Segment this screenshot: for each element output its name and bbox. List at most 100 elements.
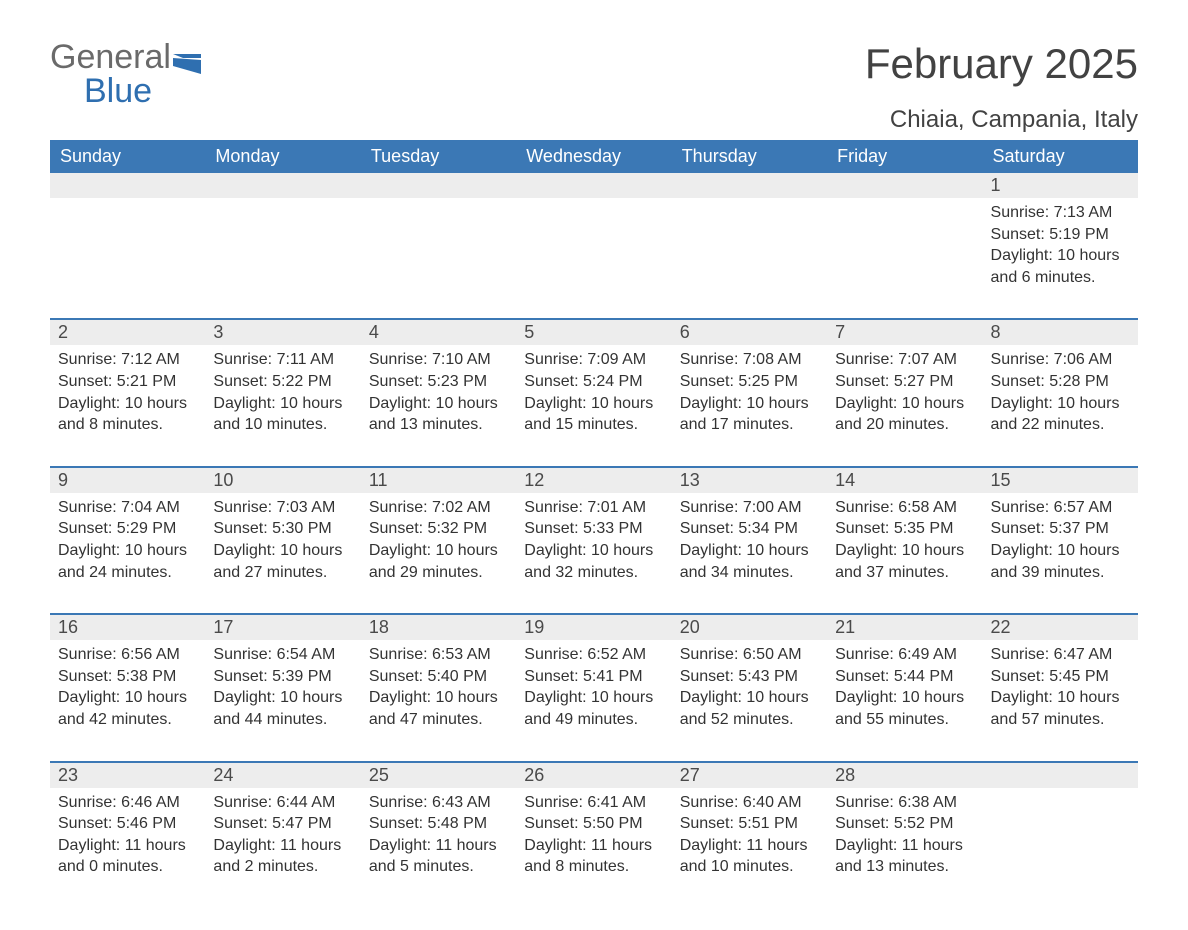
sunset-text: Sunset: 5:52 PM — [835, 813, 974, 835]
daylight-text: Daylight: 11 hours and 13 minutes. — [835, 835, 974, 878]
daylight-text: Daylight: 10 hours and 27 minutes. — [213, 540, 352, 583]
sunset-text: Sunset: 5:34 PM — [680, 518, 819, 540]
sunset-text: Sunset: 5:33 PM — [524, 518, 663, 540]
day-cell — [516, 173, 671, 300]
sunrise-text: Sunrise: 7:13 AM — [991, 202, 1130, 224]
sunset-text: Sunset: 5:50 PM — [524, 813, 663, 835]
sunrise-text: Sunrise: 6:58 AM — [835, 497, 974, 519]
day-number: 10 — [205, 468, 360, 493]
sunrise-text: Sunrise: 6:47 AM — [991, 644, 1130, 666]
day-number: 8 — [983, 320, 1138, 345]
sunrise-text: Sunrise: 7:06 AM — [991, 349, 1130, 371]
sunset-text: Sunset: 5:21 PM — [58, 371, 197, 393]
day-number — [50, 173, 205, 198]
day-info: Sunrise: 6:52 AMSunset: 5:41 PMDaylight:… — [524, 644, 663, 730]
day-number: 19 — [516, 615, 671, 640]
daylight-text: Daylight: 11 hours and 5 minutes. — [369, 835, 508, 878]
day-cell: 27 Sunrise: 6:40 AMSunset: 5:51 PMDayligh… — [672, 763, 827, 890]
daylight-text: Daylight: 10 hours and 34 minutes. — [680, 540, 819, 583]
sunrise-text: Sunrise: 6:46 AM — [58, 792, 197, 814]
day-number — [827, 173, 982, 198]
logo-word-general: General — [50, 38, 171, 76]
day-cell: 12Sunrise: 7:01 AMSunset: 5:33 PMDayligh… — [516, 468, 671, 595]
day-cell: 15Sunrise: 6:57 AMSunset: 5:37 PMDayligh… — [983, 468, 1138, 595]
sunset-text: Sunset: 5:44 PM — [835, 666, 974, 688]
day-number: 18 — [361, 615, 516, 640]
sunset-text: Sunset: 5:40 PM — [369, 666, 508, 688]
day-cell: 23 Sunrise: 6:46 AMSunset: 5:46 PMDayligh… — [50, 763, 205, 890]
day-info: Sunrise: 6:40 AMSunset: 5:51 PMDaylight:… — [680, 792, 819, 878]
sunset-text: Sunset: 5:35 PM — [835, 518, 974, 540]
sunset-text: Sunset: 5:39 PM — [213, 666, 352, 688]
day-info: Sunrise: 7:00 AMSunset: 5:34 PMDaylight:… — [680, 497, 819, 583]
day-info: Sunrise: 6:50 AMSunset: 5:43 PMDaylight:… — [680, 644, 819, 730]
logo-text-block: General Blue — [50, 40, 201, 108]
day-number: 6 — [672, 320, 827, 345]
sunset-text: Sunset: 5:51 PM — [680, 813, 819, 835]
day-cell: 17Sunrise: 6:54 AMSunset: 5:39 PMDayligh… — [205, 615, 360, 742]
day-number: 22 — [983, 615, 1138, 640]
sunrise-text: Sunrise: 6:38 AM — [835, 792, 974, 814]
sunset-text: Sunset: 5:28 PM — [991, 371, 1130, 393]
weekday-header: Friday — [827, 140, 982, 173]
day-number: 26 — [516, 763, 671, 788]
sunrise-text: Sunrise: 7:12 AM — [58, 349, 197, 371]
daylight-text: Daylight: 10 hours and 6 minutes. — [991, 245, 1130, 288]
page-title: February 2025 — [865, 40, 1138, 88]
day-number — [361, 173, 516, 198]
sunset-text: Sunset: 5:32 PM — [369, 518, 508, 540]
daylight-text: Daylight: 10 hours and 15 minutes. — [524, 393, 663, 436]
daylight-text: Daylight: 10 hours and 10 minutes. — [213, 393, 352, 436]
sunrise-text: Sunrise: 6:54 AM — [213, 644, 352, 666]
day-cell — [827, 173, 982, 300]
daylight-text: Daylight: 10 hours and 13 minutes. — [369, 393, 508, 436]
day-number: 9 — [50, 468, 205, 493]
day-cell: 22 Sunrise: 6:47 AMSunset: 5:45 PMDayligh… — [983, 615, 1138, 742]
day-info: Sunrise: 6:47 AMSunset: 5:45 PMDaylight:… — [991, 644, 1130, 730]
day-cell: 21 Sunrise: 6:49 AMSunset: 5:44 PMDayligh… — [827, 615, 982, 742]
day-cell: 10Sunrise: 7:03 AMSunset: 5:30 PMDayligh… — [205, 468, 360, 595]
sunrise-text: Sunrise: 7:00 AM — [680, 497, 819, 519]
day-number: 21 — [827, 615, 982, 640]
day-number: 5 — [516, 320, 671, 345]
day-number: 11 — [361, 468, 516, 493]
weekday-header: Sunday — [50, 140, 205, 173]
sunrise-text: Sunrise: 6:57 AM — [991, 497, 1130, 519]
sunset-text: Sunset: 5:45 PM — [991, 666, 1130, 688]
day-number: 27 — [672, 763, 827, 788]
day-info: Sunrise: 7:07 AMSunset: 5:27 PMDaylight:… — [835, 349, 974, 435]
day-cell: 24Sunrise: 6:44 AMSunset: 5:47 PMDayligh… — [205, 763, 360, 890]
daylight-text: Daylight: 10 hours and 17 minutes. — [680, 393, 819, 436]
day-info: Sunrise: 6:46 AMSunset: 5:46 PMDaylight:… — [58, 792, 197, 878]
weeks-container: 1Sunrise: 7:13 AMSunset: 5:19 PMDaylight… — [50, 173, 1138, 890]
day-number: 23 — [50, 763, 205, 788]
day-number — [516, 173, 671, 198]
sunrise-text: Sunrise: 7:02 AM — [369, 497, 508, 519]
day-cell — [50, 173, 205, 300]
sunset-text: Sunset: 5:19 PM — [991, 224, 1130, 246]
weekday-header: Saturday — [983, 140, 1138, 173]
day-info: Sunrise: 6:41 AMSunset: 5:50 PMDaylight:… — [524, 792, 663, 878]
daylight-text: Daylight: 10 hours and 24 minutes. — [58, 540, 197, 583]
day-number: 28 — [827, 763, 982, 788]
sunrise-text: Sunrise: 6:49 AM — [835, 644, 974, 666]
day-cell: 25 Sunrise: 6:43 AMSunset: 5:48 PMDayligh… — [361, 763, 516, 890]
day-cell — [361, 173, 516, 300]
day-cell: 20Sunrise: 6:50 AMSunset: 5:43 PMDayligh… — [672, 615, 827, 742]
sunrise-text: Sunrise: 7:09 AM — [524, 349, 663, 371]
day-number: 17 — [205, 615, 360, 640]
week-row: 23 Sunrise: 6:46 AMSunset: 5:46 PMDayligh… — [50, 761, 1138, 890]
daylight-text: Daylight: 11 hours and 2 minutes. — [213, 835, 352, 878]
day-number: 15 — [983, 468, 1138, 493]
sunrise-text: Sunrise: 7:11 AM — [213, 349, 352, 371]
daylight-text: Daylight: 10 hours and 8 minutes. — [58, 393, 197, 436]
daylight-text: Daylight: 10 hours and 55 minutes. — [835, 687, 974, 730]
day-info: Sunrise: 6:44 AMSunset: 5:47 PMDaylight:… — [213, 792, 352, 878]
day-number: 25 — [361, 763, 516, 788]
day-info: Sunrise: 6:43 AMSunset: 5:48 PMDaylight:… — [369, 792, 508, 878]
day-info: Sunrise: 7:11 AMSunset: 5:22 PMDaylight:… — [213, 349, 352, 435]
sunrise-text: Sunrise: 6:44 AM — [213, 792, 352, 814]
day-cell: 4Sunrise: 7:10 AMSunset: 5:23 PMDaylight… — [361, 320, 516, 447]
sunrise-text: Sunrise: 7:03 AM — [213, 497, 352, 519]
day-cell: 13Sunrise: 7:00 AMSunset: 5:34 PMDayligh… — [672, 468, 827, 595]
